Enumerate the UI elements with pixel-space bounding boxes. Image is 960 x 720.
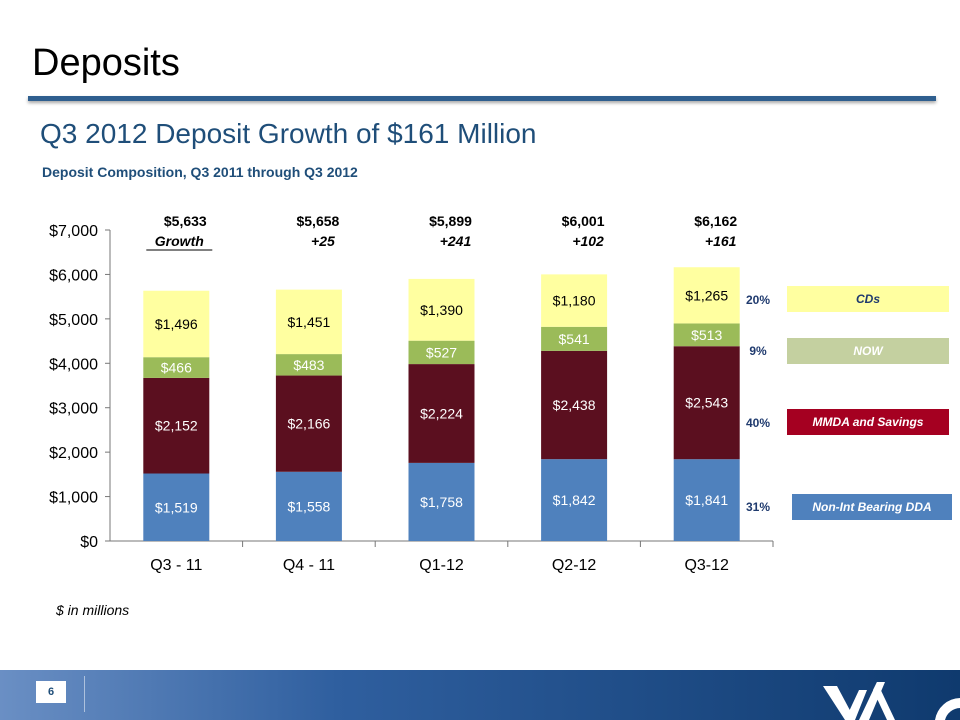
data-label: $1,451 [287,314,330,330]
data-label: $513 [691,327,722,343]
slide-subtitle: Q3 2012 Deposit Growth of $161 Million [40,118,537,149]
bar-segment [143,473,210,541]
data-label: $1,265 [685,287,728,303]
y-tick-label: $6,000 [49,267,98,284]
y-tick-label: $4,000 [49,356,98,373]
growth-label: +161 [705,233,737,249]
bar-segment [408,364,475,463]
title-divider [28,96,936,101]
legend-pct-mmda: 40% [745,416,771,430]
data-label: $1,180 [553,293,596,309]
legend-item-now: NOW [787,338,949,364]
bar-segment [275,289,342,355]
y-tick-label: $2,000 [49,445,98,462]
bar-segment [408,278,475,341]
bar-segment [408,340,475,365]
data-label: $1,841 [685,492,728,508]
total-label: $5,658 [296,213,339,229]
total-label: $5,633 [164,213,207,229]
growth-label: +102 [572,233,604,249]
bar-segment [275,354,342,376]
data-label: $1,758 [420,494,463,510]
growth-label: +241 [440,233,472,249]
x-tick-label: Q3 - 11 [150,557,202,574]
legend-pct-now: 9% [749,344,767,358]
data-label: $2,543 [685,395,728,411]
data-label: $1,390 [420,302,463,318]
bar-segment [541,350,608,460]
total-label: $6,001 [562,213,605,229]
page-number: 6 [36,681,66,703]
slide-title: Deposits [32,42,180,84]
data-label: $1,496 [155,316,198,332]
legend-pct-cds: 20% [745,293,771,307]
bar-segment [143,377,210,474]
total-label: $6,162 [694,213,737,229]
chart-caption: Deposit Composition, Q3 2011 through Q3 … [42,164,358,180]
legend-item-dda: Non-Int Bearing DDA [792,494,952,520]
x-tick-label: Q2-12 [552,557,597,574]
data-label: $527 [426,344,457,360]
growth-label: Growth [155,233,204,249]
bar-segment [541,326,608,351]
y-tick-label: $1,000 [49,490,98,507]
data-label: $2,224 [420,405,463,421]
data-label: $2,166 [287,416,330,432]
footer-divider [84,676,85,712]
x-tick-label: Q3-12 [684,557,729,574]
company-logo [823,682,960,720]
data-label: $1,558 [287,498,330,514]
data-label: $2,152 [155,418,198,434]
data-label: $1,519 [155,499,198,515]
data-label: $2,438 [553,397,596,413]
bar-segment [275,375,342,472]
legend-item-mmda: MMDA and Savings [787,409,949,435]
bar-segment [673,323,740,347]
y-tick-label: $7,000 [49,223,98,240]
bar-segment [408,462,475,541]
bar-segment [275,471,342,541]
bar-segment [541,459,608,541]
units-note: $ in millions [56,602,130,618]
total-label: $5,899 [429,213,472,229]
legend-item-cds: CDs [787,286,949,312]
bar-segment [673,346,740,460]
x-tick-label: Q1-12 [419,557,464,574]
bar-segment [673,267,740,324]
data-label: $466 [161,360,192,376]
bar-segment [143,290,210,358]
footer-bar [0,670,960,720]
y-tick-label: $3,000 [49,401,98,418]
deposit-composition-chart: $0 $1,000 $2,000 $3,000 $4,000 $5,000 $6,000 $7… [49,213,774,574]
data-label: $541 [559,331,590,347]
y-tick-label: $0 [80,534,98,551]
bar-segment [673,459,740,541]
legend-pct-dda: 31% [745,500,771,514]
y-tick-label: $5,000 [49,312,98,329]
bar-segment [143,357,210,378]
x-tick-label: Q4 - 11 [283,557,335,574]
bar-segment [541,274,608,327]
growth-label: +25 [311,233,335,249]
data-label: $483 [293,357,324,373]
data-label: $1,842 [553,492,596,508]
